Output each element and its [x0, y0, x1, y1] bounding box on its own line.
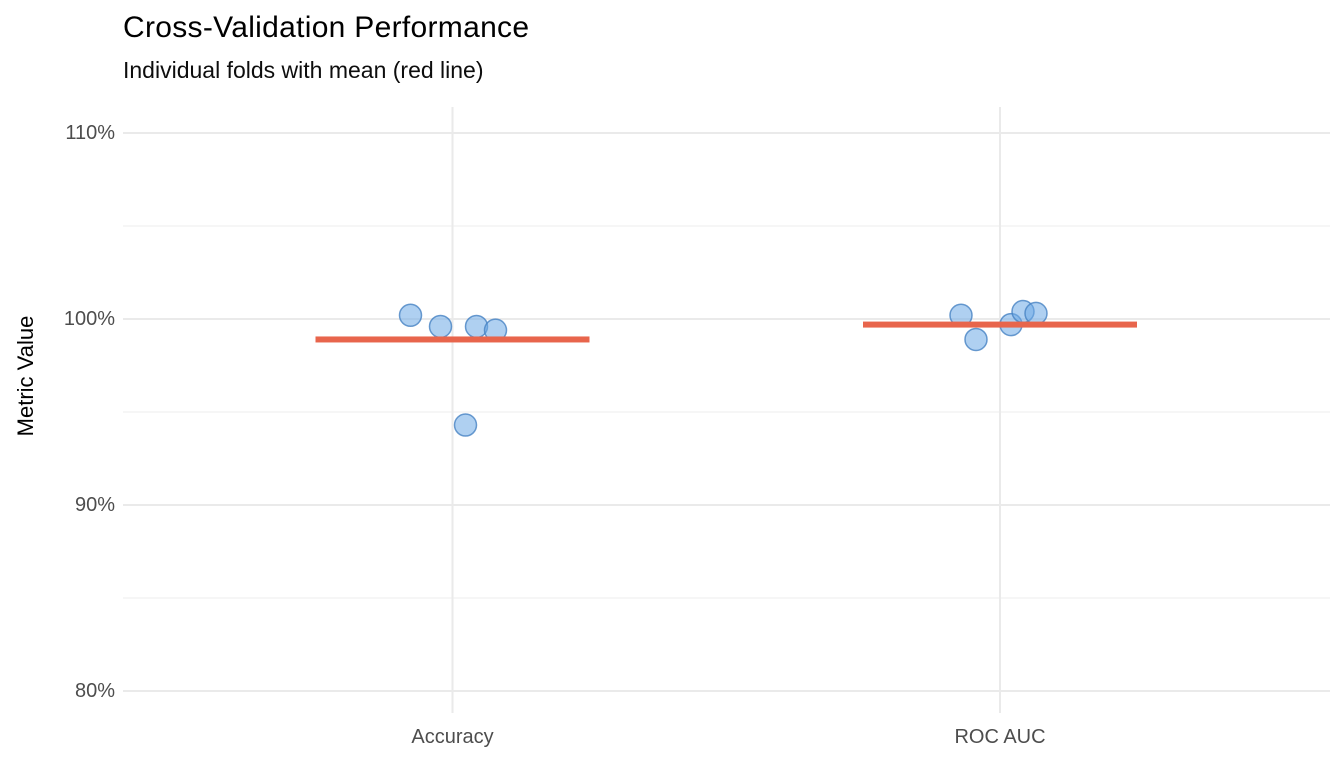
data-point [964, 327, 988, 352]
y-tick-label: 100% [63, 308, 115, 330]
data-point [464, 314, 489, 339]
x-tick-label: Accuracy [411, 726, 494, 748]
data-point [398, 303, 423, 328]
mean-line [315, 336, 590, 343]
data-point [1024, 301, 1048, 326]
mean-line [863, 321, 1137, 328]
y-axis-title: Metric Value [13, 315, 38, 437]
x-tick-label: ROC AUC [954, 726, 1046, 748]
y-tick-label: 80% [74, 680, 115, 702]
chart-subtitle: Individual folds with mean (red line) [123, 57, 484, 83]
data-point [453, 413, 478, 437]
plot-area [123, 107, 1330, 713]
chart-panel [123, 105, 1330, 713]
y-tick-label: 110% [65, 122, 115, 144]
y-tick-label: 90% [74, 494, 115, 516]
data-point [428, 314, 453, 339]
chart-title: Cross-Validation Performance [123, 11, 530, 44]
